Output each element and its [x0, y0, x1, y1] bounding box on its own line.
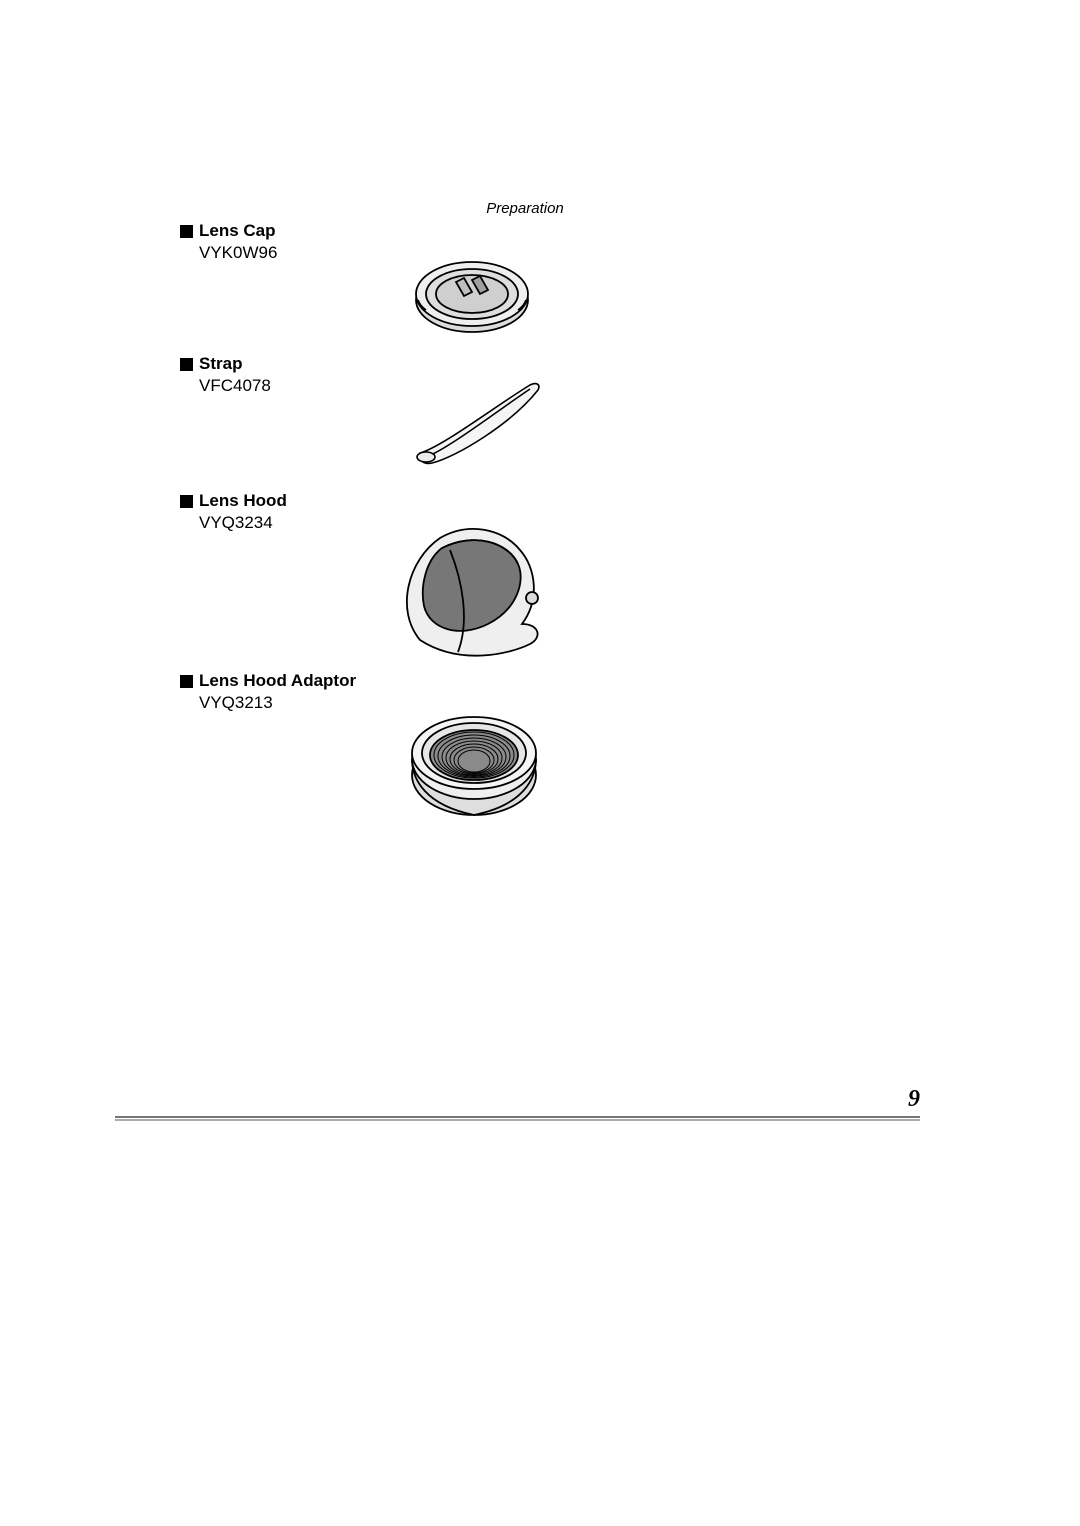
- item-title: Lens Hood: [199, 490, 287, 512]
- footer-rule: [115, 1116, 920, 1121]
- lens-hood-adaptor-illustration: [405, 705, 543, 825]
- item-title: Strap: [199, 353, 242, 375]
- item-title-row: Lens Hood: [180, 490, 870, 512]
- lens-cap-icon: [410, 250, 535, 342]
- lens-hood-icon: [390, 520, 550, 670]
- item-title: Lens Hood Adaptor: [199, 670, 356, 692]
- bullet-square-icon: [180, 675, 193, 688]
- item-title-row: Lens Cap: [180, 220, 870, 242]
- bullet-square-icon: [180, 225, 193, 238]
- page-number: 9: [908, 1086, 920, 1113]
- lens-hood-illustration: [390, 520, 550, 670]
- lens-hood-adaptor-icon: [405, 705, 543, 825]
- bullet-square-icon: [180, 358, 193, 371]
- item-title-row: Lens Hood Adaptor: [180, 670, 870, 692]
- page-footer: 9: [115, 1116, 920, 1121]
- item-title-row: Strap: [180, 353, 870, 375]
- strap-illustration: [402, 375, 552, 467]
- item-title: Lens Cap: [199, 220, 276, 242]
- page-content: Preparation Lens Cap VYK0W96 Strap VFC40…: [180, 200, 870, 1300]
- lens-cap-illustration: [410, 250, 535, 342]
- bullet-square-icon: [180, 495, 193, 508]
- strap-icon: [402, 375, 552, 467]
- section-header: Preparation: [180, 200, 870, 217]
